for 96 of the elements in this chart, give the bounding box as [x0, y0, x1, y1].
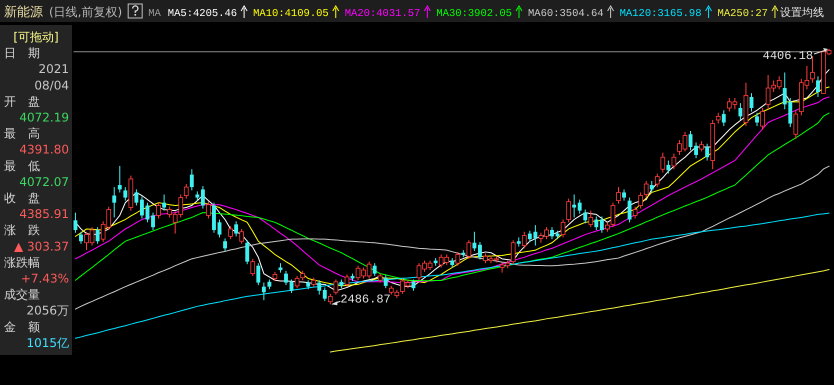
candlestick — [782, 72, 787, 110]
candlestick — [755, 112, 759, 127]
candlestick — [632, 206, 638, 219]
candlestick — [234, 220, 238, 237]
text: 2021 — [38, 62, 69, 76]
text: 4385.91 — [19, 207, 69, 222]
candlestick — [228, 226, 233, 240]
text: ▲ 303.37 — [14, 239, 69, 254]
candlestick — [96, 226, 100, 244]
candlestick — [250, 258, 256, 276]
candlestick — [245, 240, 250, 265]
text: 日 期 — [4, 46, 40, 60]
legend-label: MA10:4109.05 — [253, 8, 329, 20]
candlestick — [466, 240, 472, 260]
candlestick — [256, 262, 260, 286]
text: 开 盘 — [4, 94, 40, 108]
legend-label: MA20:4031.57 — [344, 8, 420, 20]
text: MA — [148, 8, 162, 20]
candlestick — [622, 188, 626, 202]
legend-label: MA30:3902.05 — [436, 8, 512, 20]
candlestick — [74, 212, 78, 234]
candlestick — [660, 152, 666, 174]
candlestick — [123, 186, 128, 202]
chart-subtitle: (日线,前复权) — [49, 5, 122, 19]
text: 收 盘 — [4, 191, 40, 205]
annotation: 4406.18 — [762, 49, 814, 63]
chart-title: 新能源 — [4, 5, 43, 20]
candlestick — [516, 236, 521, 248]
text: 1015亿 — [26, 336, 69, 350]
candlestick — [328, 293, 333, 305]
text: +7.43% — [20, 272, 69, 286]
candlestick — [267, 279, 272, 290]
annotation: 2486.87 — [340, 292, 391, 306]
candlestick — [588, 210, 594, 228]
candlestick — [156, 202, 161, 219]
text: 4391.80 — [19, 142, 69, 157]
candlestick — [522, 231, 527, 249]
candlestick — [760, 107, 765, 130]
candlestick — [206, 201, 211, 219]
candlestick — [162, 194, 166, 212]
candlestick — [79, 231, 83, 244]
candlestick — [334, 279, 338, 296]
candlestick — [278, 262, 282, 274]
text: 08/04 — [34, 78, 69, 92]
candlestick — [560, 219, 566, 238]
candlestick — [793, 110, 798, 140]
candlestick — [672, 153, 676, 170]
candlestick — [223, 238, 227, 252]
candlestick — [716, 112, 721, 124]
candlestick — [738, 102, 742, 120]
text: 成交量 — [4, 288, 40, 302]
legend-label: MA60:3504.64 — [528, 8, 604, 20]
text: [可拖动] — [13, 30, 59, 44]
text: 最 高 — [4, 126, 40, 141]
text: 4072.19 — [19, 110, 69, 124]
legend-label: MA250:27 — [718, 8, 768, 20]
candlestick — [184, 184, 189, 200]
candlestick — [638, 192, 643, 210]
candlestick — [239, 228, 244, 244]
candlestick — [654, 173, 660, 188]
candlestick — [412, 279, 416, 292]
candlestick — [722, 110, 726, 127]
candlestick — [650, 180, 654, 193]
text: 4072.07 — [19, 174, 69, 189]
candlestick — [616, 186, 621, 204]
candlestick — [262, 282, 266, 301]
text: 2056万 — [26, 304, 69, 318]
candlestick — [572, 194, 576, 218]
candlestick — [190, 168, 194, 191]
candlestick — [510, 240, 516, 265]
candlestick — [294, 275, 300, 289]
legend-label: MA120:3165.98 — [620, 8, 702, 20]
candlestick — [118, 165, 122, 193]
candlestick — [644, 180, 649, 198]
text: 最 低 — [4, 158, 40, 173]
candlestick — [628, 197, 632, 223]
candlestick — [705, 143, 710, 162]
candlestick — [566, 198, 571, 223]
text: 金 额 — [4, 320, 40, 334]
legend-label: MA5:4205.46 — [168, 8, 238, 20]
candlestick — [816, 76, 820, 98]
candlestick — [666, 160, 670, 174]
text: 涨跌幅 — [4, 255, 40, 270]
text: 设置均线 — [780, 6, 824, 19]
text: 涨 跌 — [4, 223, 40, 238]
candlestick — [450, 258, 454, 268]
candlestick — [699, 140, 704, 152]
candlestick — [300, 270, 305, 281]
candlestick — [372, 262, 377, 276]
candlestick — [578, 199, 582, 214]
candlestick — [344, 274, 350, 288]
candlestick — [384, 274, 388, 289]
candlestick — [455, 251, 460, 266]
candlestick — [583, 209, 588, 224]
candlestick — [750, 92, 754, 112]
candlestick — [272, 271, 278, 282]
